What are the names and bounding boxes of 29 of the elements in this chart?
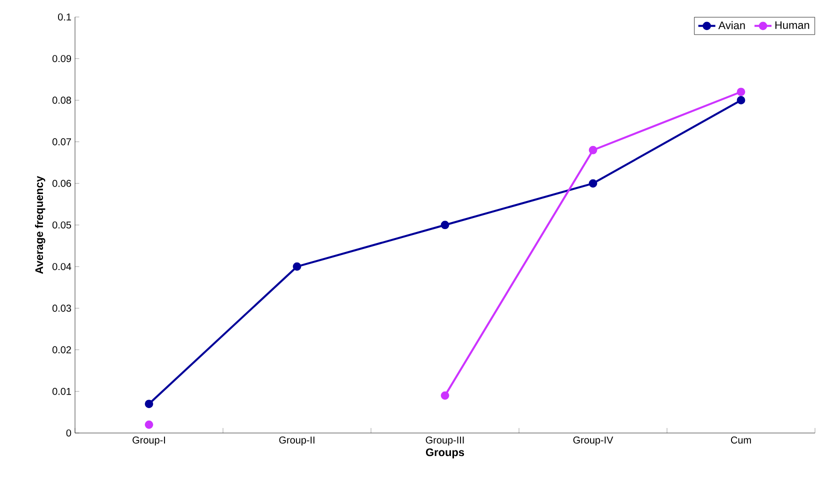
y-tick-label: 0.1 bbox=[58, 13, 71, 21]
y-tick-label: 0.05 bbox=[52, 221, 72, 229]
x-tick-label: Group-I bbox=[132, 436, 165, 446]
point bbox=[440, 220, 450, 230]
point bbox=[736, 88, 746, 96]
point bbox=[736, 96, 746, 104]
x-tick-label: Group-IV bbox=[573, 436, 614, 446]
y-tick-label: 0.06 bbox=[52, 180, 72, 187]
point bbox=[588, 146, 598, 154]
legend-label: Avian bbox=[718, 21, 745, 30]
y-tick-label: 0.09 bbox=[52, 55, 72, 62]
legend-label: Human bbox=[775, 21, 810, 30]
x-tick-label: Group-II bbox=[279, 436, 314, 446]
point bbox=[588, 179, 598, 188]
y-tick-label: 0.04 bbox=[52, 263, 72, 270]
y-tick-label: 0.01 bbox=[52, 388, 71, 395]
y-tick-label: 0.08 bbox=[52, 96, 72, 104]
point bbox=[144, 400, 154, 408]
y-tick-label: 0 bbox=[66, 429, 72, 437]
point bbox=[440, 391, 450, 400]
y-tick-label: 0.02 bbox=[52, 346, 71, 354]
x-axis-title: Groups bbox=[426, 448, 464, 458]
x-tick-label: Group-III bbox=[426, 436, 464, 446]
y-tick-label: 0.07 bbox=[52, 138, 71, 146]
y-axis-title: Average frequency bbox=[34, 176, 46, 274]
y-tick-label: 0.03 bbox=[52, 304, 72, 312]
point bbox=[292, 262, 302, 271]
x-tick-label: Cum bbox=[730, 436, 751, 444]
point bbox=[144, 420, 154, 429]
